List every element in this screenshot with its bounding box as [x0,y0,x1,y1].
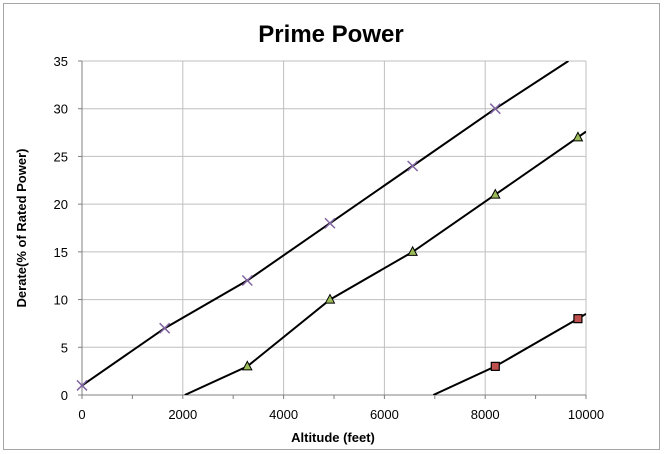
axes [78,60,587,399]
x-marker [159,322,171,334]
x-axis-label: Altitude (feet) [291,430,375,445]
y-tick-label: 25 [54,149,68,164]
y-tick-label: 30 [54,102,68,117]
y-tick-label: 20 [54,197,68,212]
x-tick-label: 4000 [269,407,298,422]
x-marker [76,379,88,391]
chart-frame [3,3,660,450]
y-tick-label: 15 [54,245,68,260]
y-tick-label: 10 [54,293,68,308]
triangle-marker [572,131,584,142]
y-axis-label: Derate(% of Rated Power) [14,149,29,308]
tick-labels: 0 2000 4000 6000 8000 10000 0 5 10 15 20 25 30 35 [54,54,605,422]
series-group [76,61,586,395]
grid [82,60,587,395]
square-marker [573,314,583,324]
x-tick-label: 2000 [168,407,197,422]
series-3-line [432,313,586,395]
x-marker [489,103,501,115]
x-marker [324,217,336,229]
triangle-marker [489,188,501,199]
triangle-marker [324,293,336,304]
triangle-marker [407,245,418,256]
x-tick-label: 10000 [568,407,604,422]
square-marker [490,361,500,371]
x-tick-label: 6000 [370,407,399,422]
triangle-marker [241,360,253,371]
y-tick-label: 0 [61,388,68,403]
x-tick-label: 0 [78,407,85,422]
chart-title: Prime Power [258,21,403,48]
x-tick-label: 8000 [471,407,500,422]
series-2-line [184,130,586,395]
x-marker [407,160,419,172]
y-tick-label: 35 [54,54,68,69]
y-tick-label: 5 [61,340,68,355]
x-marker [241,274,253,287]
